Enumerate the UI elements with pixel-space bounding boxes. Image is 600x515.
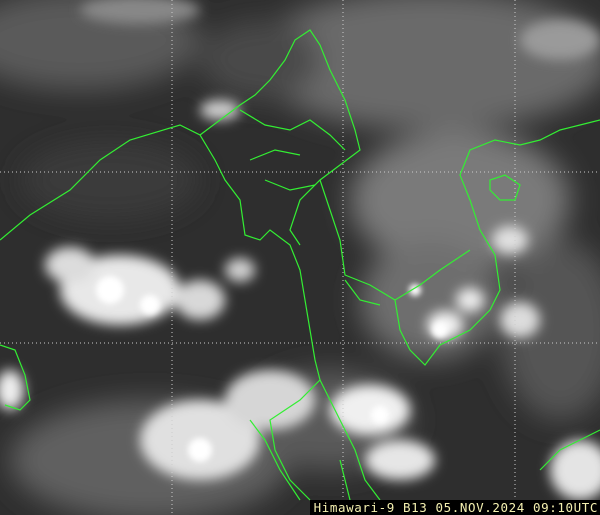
country-borders — [0, 29, 600, 501]
image-caption: Himawari-9 B13 05.NOV.2024 09:10UTC — [309, 500, 600, 515]
